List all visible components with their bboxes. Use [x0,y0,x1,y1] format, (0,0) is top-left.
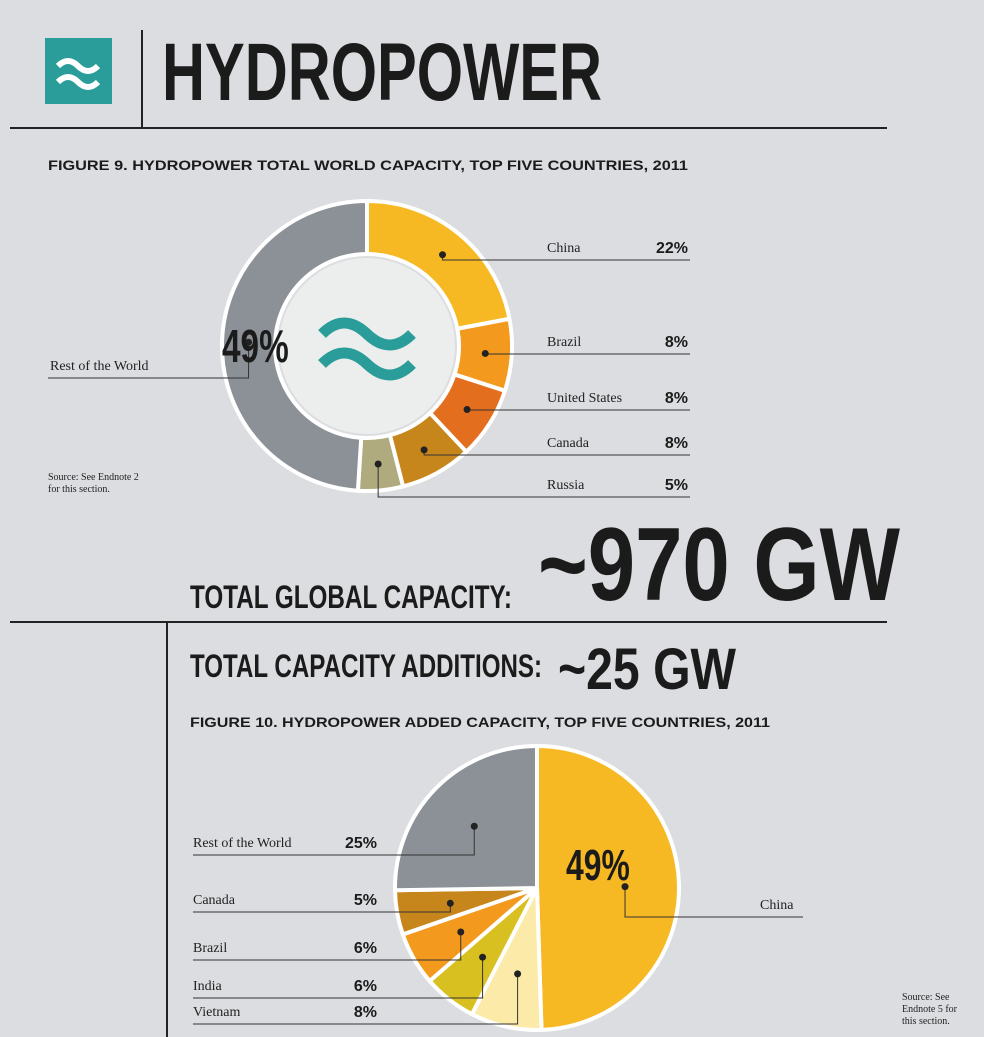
logo-waves [55,58,101,90]
leader-dot [463,405,471,413]
category-label: China [547,241,581,256]
value-label: 5% [665,477,688,494]
value-label: 5% [354,892,377,909]
value-label: 25% [345,835,377,852]
category-label: Canada [193,893,236,908]
value-label: 8% [665,334,688,351]
leader-line [48,342,250,379]
leader-line [193,826,475,856]
value-label: 8% [354,1004,377,1021]
figure-title: FIGURE 9. HYDROPOWER TOTAL WORLD CAPACIT… [48,157,688,173]
leader-line [484,353,690,355]
leader-dot [481,349,489,357]
slice [535,743,682,1032]
source-note: Source: See [902,992,950,1003]
leader-dot [446,899,454,907]
inner-globe [279,258,455,434]
leader-line [624,886,803,918]
leader-line [466,409,690,411]
leader-line [193,973,519,1025]
source-note: this section. [902,1016,950,1027]
category-label: Rest of the World [50,359,149,374]
slice [393,743,539,893]
value-label: 49% [222,320,289,372]
leader-dot [479,953,487,961]
inner-waves [318,317,416,381]
value-label: 6% [354,940,377,957]
category-label: Canada [547,436,590,451]
source-note: Source: See Endnote 2 [48,472,139,483]
category-label: Brazil [547,335,581,350]
value-label: 8% [665,435,688,452]
leader-line [193,957,484,999]
value-label: 6% [354,978,377,995]
category-label: United States [547,391,622,406]
logo-box [45,38,112,104]
value-label: 8% [665,390,688,407]
leader-dot [514,970,522,978]
leader-line [193,932,462,961]
leader-dot [470,822,478,830]
additions-label: TOTAL CAPACITY ADDITIONS: [190,648,542,684]
leader-dot [621,883,629,891]
leader-dot [245,338,253,346]
source-note: Endnote 5 for [902,1004,958,1015]
category-label: Brazil [193,941,227,956]
category-label: Vietnam [193,1005,240,1020]
category-label: China [760,898,794,913]
category-label: India [193,979,223,994]
value-label: 22% [656,240,688,257]
category-label: Rest of the World [193,836,292,851]
value-label: 49% [566,841,630,890]
additions-value: ~25 GW [558,637,736,702]
category-label: Russia [547,478,585,493]
slice [219,198,369,493]
source-note: for this section. [48,484,110,495]
leader-dot [439,251,447,259]
figure-title: FIGURE 10. HYDROPOWER ADDED CAPACITY, TO… [190,714,770,730]
total-value: ~970 GW [538,507,901,623]
leader-dot [374,460,382,468]
leader-line [377,463,690,498]
leader-dot [420,446,428,454]
page-title: HYDROPOWER [162,27,602,118]
total-label: TOTAL GLOBAL CAPACITY: [190,579,512,615]
leader-dot [457,928,465,936]
